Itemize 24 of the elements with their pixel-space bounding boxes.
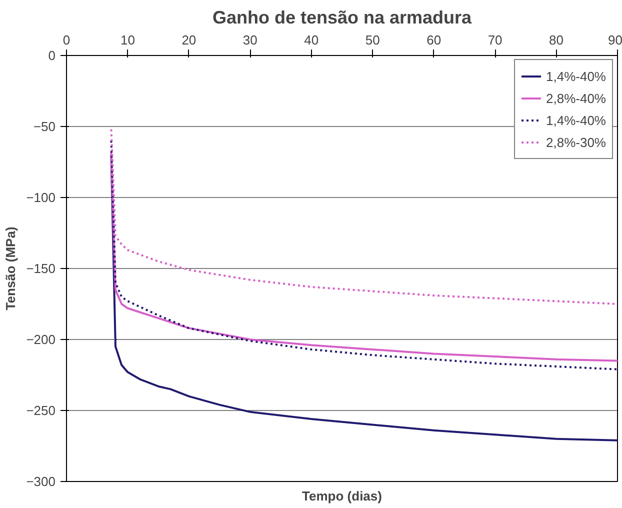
legend-label: 2,8%-40% (546, 90, 606, 106)
x-tick-label: 20 (182, 32, 196, 48)
y-axis-title: Tensão (MPa) (3, 226, 18, 310)
x-tick-label: 40 (304, 32, 319, 48)
x-tick-label: 0 (62, 32, 70, 48)
legend-label: 1,4%-40% (546, 68, 606, 84)
y-tick-label: −150 (26, 261, 56, 276)
y-tick-label: −100 (26, 190, 56, 205)
x-tick-label: 90 (608, 32, 622, 48)
y-tick-label: 0 (48, 48, 56, 63)
y-tick-label: −300 (26, 474, 56, 489)
x-axis-title: Tempo (dias) (302, 488, 382, 504)
x-tick-label: 60 (426, 32, 442, 48)
x-tick-label: 10 (120, 32, 135, 48)
chart-title: Ganho de tensão na armadura (212, 8, 473, 28)
y-tick-label: −50 (33, 119, 56, 134)
legend-label: 1,4%-40% (546, 112, 606, 128)
legend-label: 2,8%-30% (546, 134, 606, 150)
y-tick-label: −200 (26, 332, 56, 347)
y-tick-label: −250 (26, 403, 56, 418)
x-tick-label: 30 (242, 32, 258, 48)
x-tick-label: 70 (488, 32, 502, 48)
x-tick-label: 80 (549, 32, 564, 48)
x-tick-label: 50 (365, 32, 380, 48)
